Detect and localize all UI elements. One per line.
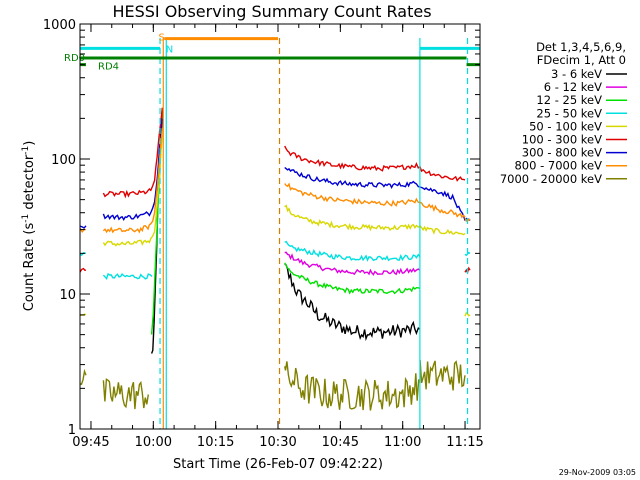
state-label-rd0: RD0 [64, 53, 85, 64]
legend-label-3-6-kev: 3 - 6 keV [551, 67, 602, 81]
state-label-rd4: RD4 [98, 62, 119, 73]
series-6-12-kev [284, 251, 421, 276]
series-300-800-kev-segment-2 [284, 166, 466, 221]
x-tick-label-2: 10:15 [197, 435, 234, 450]
legend-label-7000-20000-kev: 7000 - 20000 keV [500, 172, 602, 186]
x-tick-label-4: 10:45 [322, 435, 359, 450]
series-100-300-kev-segment-1 [102, 107, 163, 199]
series-7000-20000-kev-segment-1 [102, 378, 149, 410]
x-tick-label-1: 10:00 [135, 435, 172, 450]
legend-label-12-25-kev: 12 - 25 keV [536, 93, 602, 107]
series-7000-20000-kev-segment-3 [419, 360, 466, 391]
x-tick-label-0: 09:45 [72, 435, 109, 450]
chart-title: HESSI Observing Summary Count Rates [112, 2, 431, 21]
axis-ticks: 09:45 10:00 10:15 10:30 10:45 11:00 11:15 1 10 10… [43, 18, 484, 450]
series-800-7000-kev-segment-1 [102, 127, 163, 234]
vertical-markers [159, 38, 469, 429]
series-6-12-kev-segment-0 [284, 251, 421, 276]
x-tick-label-3: 10:30 [259, 435, 296, 450]
y-tick-label-3: 1000 [43, 18, 76, 33]
legend-label-50-100-kev: 50 - 100 keV [529, 119, 602, 133]
series-50-100-kev-segment-1 [102, 135, 163, 247]
y-tick-label-0: 1 [68, 423, 76, 438]
legend-label-800-7000-kev: 800 - 7000 keV [514, 159, 602, 173]
legend-header-line-2: FDecim 1, Att 0 [537, 53, 626, 67]
series-7000-20000-kev-segment-2 [284, 361, 421, 411]
legend-label-300-800-kev: 300 - 800 keV [522, 146, 602, 160]
legend-label-6-12-kev: 6 - 12 keV [544, 80, 602, 94]
y-tick-label-2: 100 [51, 153, 76, 168]
state-label-n: N [166, 44, 173, 55]
series-100-300-kev-segment-0 [79, 267, 86, 273]
x-axis-title: Start Time (26-Feb-07 09:42:22) [173, 457, 383, 472]
series-12-25-kev-segment-1 [284, 262, 421, 295]
plot-frame [79, 23, 481, 430]
series-50-100-kev-segment-2 [284, 204, 466, 236]
series-300-800-kev-segment-1 [102, 118, 163, 221]
series-25-50-kev-segment-2 [284, 240, 421, 262]
y-axis-title: Count Rate (s-1 detector-1) [21, 141, 37, 312]
series-100-300-kev-segment-2 [284, 145, 466, 182]
x-tick-label-6: 11:15 [446, 435, 483, 450]
series-7000-20000-kev [79, 360, 466, 411]
x-tick-label-5: 11:00 [384, 435, 421, 450]
series-3-6-kev-segment-1 [284, 263, 421, 342]
series-800-7000-kev-segment-2 [284, 182, 466, 219]
legend-header-line-1: Det 1,3,4,5,6,9, [536, 40, 626, 54]
series-300-800-kev-segment-0 [79, 225, 87, 229]
series-7000-20000-kev-segment-0 [79, 368, 87, 386]
legend: Det 1,3,4,5,6,9, FDecim 1, Att 0 3 - 6 k… [500, 40, 627, 186]
y-tick-label-1: 10 [59, 288, 76, 303]
series-25-50-kev-segment-1 [102, 272, 153, 280]
legend-label-100-300-kev: 100 - 300 keV [522, 133, 602, 147]
legend-label-25-50-kev: 25 - 50 keV [536, 106, 602, 120]
state-label-s: S [159, 33, 165, 44]
footer-timestamp: 29-Nov-2009 03:05 [559, 468, 636, 477]
